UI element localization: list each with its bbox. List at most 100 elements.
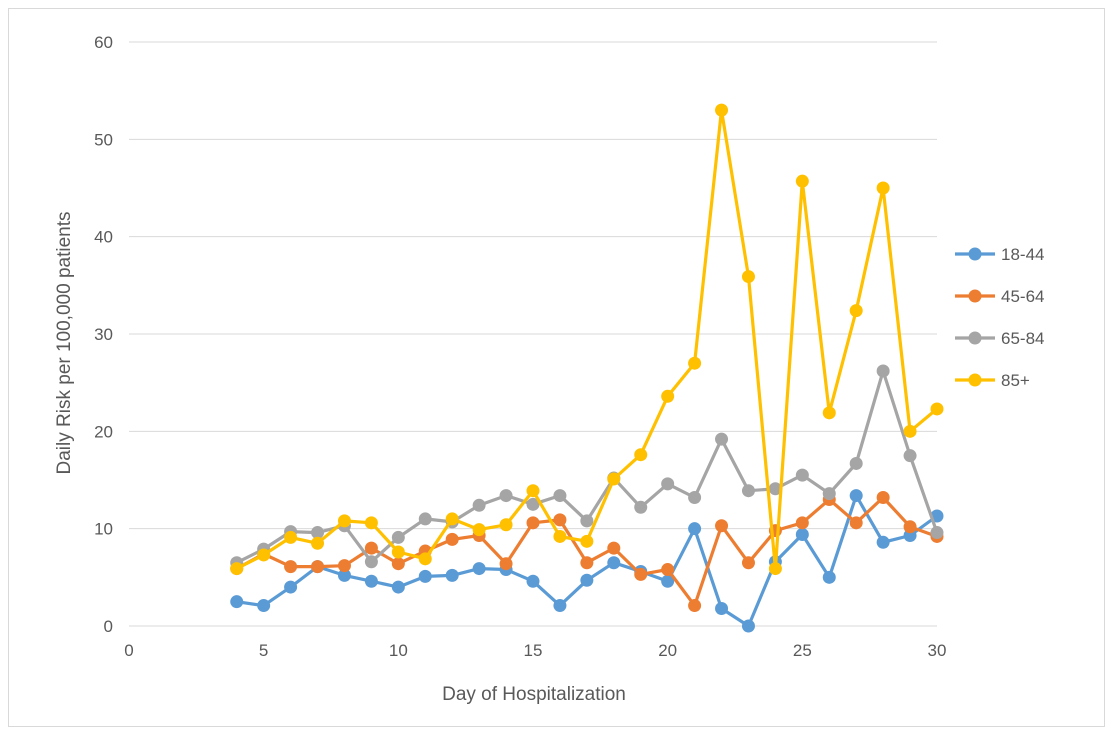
x-tick-label: 10 — [389, 641, 408, 660]
data-point — [445, 532, 459, 546]
series-lines — [230, 103, 944, 633]
data-point — [580, 514, 594, 528]
y-axis-title: Daily Risk per 100,000 patients — [54, 212, 75, 475]
data-point — [849, 304, 863, 318]
legend-marker — [968, 289, 982, 303]
x-tick-label: 0 — [124, 641, 133, 660]
gridlines — [129, 41, 937, 627]
data-point — [311, 536, 325, 550]
x-tick-label: 5 — [259, 641, 268, 660]
data-point — [795, 468, 809, 482]
data-point — [337, 514, 351, 528]
data-point — [364, 541, 378, 555]
data-point — [688, 599, 702, 613]
data-point — [364, 555, 378, 569]
y-tick-label: 0 — [104, 617, 113, 636]
data-point — [364, 574, 378, 588]
data-point — [553, 529, 567, 543]
data-point — [876, 491, 890, 505]
series-line — [235, 495, 939, 608]
data-point — [741, 270, 755, 284]
data-point — [661, 389, 675, 403]
data-point — [822, 406, 836, 420]
y-tick-label: 30 — [94, 325, 113, 344]
legend-item: 85+ — [955, 371, 1030, 390]
data-point — [795, 528, 809, 542]
data-point — [768, 482, 782, 496]
data-point — [499, 489, 513, 503]
data-point — [607, 556, 621, 570]
legend-item: 65-84 — [955, 329, 1044, 348]
legend: 18-44 45-64 65-84 85+ — [955, 245, 1044, 390]
data-point — [903, 520, 917, 534]
legend-marker — [968, 373, 982, 387]
data-point — [822, 570, 836, 584]
x-tick-label: 20 — [658, 641, 677, 660]
data-point — [607, 541, 621, 555]
x-axis-title: Day of Hospitalization — [442, 684, 626, 705]
data-point — [715, 519, 729, 533]
data-point — [526, 484, 540, 498]
y-tick-label: 20 — [94, 422, 113, 441]
data-point — [418, 512, 432, 526]
data-point — [311, 560, 325, 574]
data-point — [553, 513, 567, 527]
data-point — [688, 491, 702, 505]
data-point — [930, 402, 944, 416]
data-point — [284, 530, 298, 544]
data-point — [876, 535, 890, 549]
data-point — [634, 567, 648, 581]
data-point — [499, 557, 513, 571]
data-point — [822, 487, 836, 501]
legend-label: 65-84 — [1001, 329, 1044, 348]
legend-marker — [968, 331, 982, 345]
chart-frame: 0 10 20 30 40 50 60 0 5 10 15 20 25 30 Daily Risk pe… — [8, 8, 1105, 727]
data-point — [230, 595, 244, 609]
data-point — [391, 580, 405, 594]
data-point — [391, 530, 405, 544]
data-point — [795, 516, 809, 530]
legend-marker — [968, 247, 982, 261]
data-point — [553, 489, 567, 503]
data-point — [849, 489, 863, 503]
data-point — [580, 534, 594, 548]
y-tick-label: 50 — [94, 130, 113, 149]
legend-item: 18-44 — [955, 245, 1044, 264]
data-point — [445, 568, 459, 582]
data-point — [472, 498, 486, 512]
data-point — [795, 174, 809, 188]
series-85+ — [230, 103, 944, 576]
data-point — [768, 562, 782, 576]
data-point — [257, 599, 271, 613]
y-tick-label: 40 — [94, 228, 113, 247]
data-point — [661, 477, 675, 491]
data-point — [418, 552, 432, 566]
data-point — [337, 568, 351, 582]
data-point — [715, 432, 729, 446]
y-tick-labels: 0 10 20 30 40 50 60 — [94, 33, 113, 636]
data-point — [445, 512, 459, 526]
data-point — [661, 563, 675, 577]
data-point — [284, 580, 298, 594]
data-point — [607, 472, 621, 486]
data-point — [257, 548, 271, 562]
x-tick-label: 30 — [928, 641, 947, 660]
x-tick-labels: 0 5 10 15 20 25 30 — [124, 641, 946, 660]
data-point — [688, 356, 702, 370]
data-point — [472, 523, 486, 537]
line-chart: 0 10 20 30 40 50 60 0 5 10 15 20 25 30 Daily Risk pe… — [54, 33, 1044, 705]
legend-label: 18-44 — [1001, 245, 1044, 264]
data-point — [311, 526, 325, 540]
data-point — [661, 574, 675, 588]
data-point — [741, 484, 755, 498]
data-point — [715, 103, 729, 117]
legend-label: 45-64 — [1001, 287, 1044, 306]
data-point — [391, 557, 405, 571]
data-point — [903, 424, 917, 438]
data-point — [526, 516, 540, 530]
legend-label: 85+ — [1001, 371, 1030, 390]
data-point — [526, 497, 540, 511]
x-tick-label: 15 — [524, 641, 543, 660]
data-point — [526, 574, 540, 588]
data-point — [849, 516, 863, 530]
